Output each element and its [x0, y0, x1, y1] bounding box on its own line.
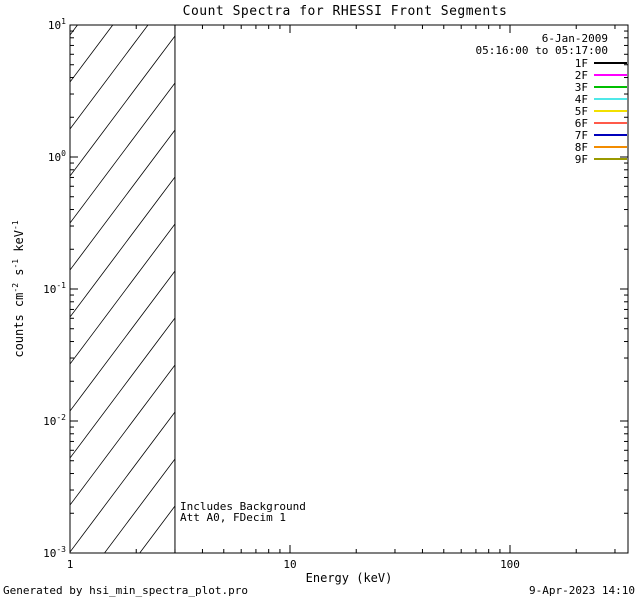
hatch-line [70, 176, 175, 318]
annotation-includes-background: Includes Background [180, 500, 306, 513]
legend-entry-label: 4F [575, 93, 588, 106]
legend-entry-label: 8F [575, 141, 588, 154]
render-timestamp: 9-Apr-2023 14:10 [529, 584, 635, 597]
x-tick-label: 1 [67, 558, 74, 571]
hatch-line [70, 25, 149, 130]
y-tick-label: 10-1 [43, 281, 66, 296]
legend-entry-label: 1F [575, 57, 588, 70]
y-tick-label: 10-3 [43, 545, 66, 560]
hatch-line [70, 364, 175, 506]
legend-entry-label: 9F [575, 153, 588, 166]
hatch-line [70, 411, 175, 553]
hatch-line [70, 129, 175, 271]
legend-entry-label: 5F [575, 105, 588, 118]
legend-time-range: 05:16:00 to 05:17:00 [476, 44, 608, 57]
hatch-line [70, 317, 175, 459]
plot-frame [69, 24, 629, 554]
y-tick-label: 10-2 [43, 413, 66, 428]
y-axis-label-text: s [12, 268, 26, 283]
chart-title: Count Spectra for RHESSI Front Segments [182, 4, 508, 19]
y-axis-label-text: keV [12, 229, 26, 259]
y-axis-label-text: counts cm [12, 292, 26, 358]
legend-date: 6-Jan-2009 [542, 32, 608, 45]
y-axis-label-exponent: -1 [11, 258, 20, 269]
generated-by-text: Generated by hsi_min_spectra_plot.pro [3, 584, 249, 597]
axis-ticks [69, 24, 628, 554]
hatch-line [70, 82, 175, 224]
x-tick-label: 10 [283, 558, 296, 571]
hatch-line [139, 505, 175, 553]
hatch-line [103, 458, 175, 553]
legend-entry-label: 2F [575, 69, 588, 82]
hatch-line [70, 223, 175, 365]
y-axis-label-exponent: -2 [11, 282, 20, 293]
hatched-region [70, 25, 175, 553]
y-tick-label: 100 [48, 149, 66, 164]
hatch-line [70, 270, 175, 412]
hatch-line [70, 35, 175, 177]
legend-entry-label: 6F [575, 117, 588, 130]
hatch-line [70, 25, 114, 83]
annotation-attenuator-state: Att A0, FDecim 1 [180, 511, 286, 524]
legend-entry-label: 7F [575, 129, 588, 142]
y-axis-label-exponent: -1 [11, 220, 20, 230]
legend-entry-label: 3F [575, 81, 588, 94]
x-axis-label: Energy (keV) [305, 571, 393, 585]
x-tick-label: 100 [500, 558, 520, 571]
y-axis-label: counts cm-2 s-1 keV-1 [11, 109, 29, 469]
y-tick-label: 101 [48, 17, 66, 32]
